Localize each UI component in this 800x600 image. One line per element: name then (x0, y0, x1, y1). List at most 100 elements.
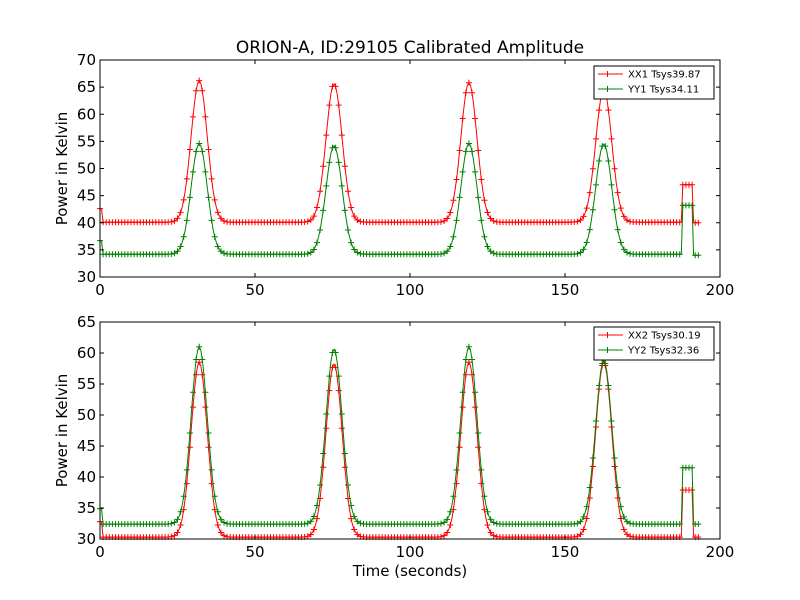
data-point (354, 531, 361, 538)
data-point (307, 249, 314, 256)
data-point (221, 217, 227, 224)
legend-entry: YY1 Tsys34.11 (598, 85, 699, 96)
data-point (186, 146, 193, 153)
data-point (345, 226, 351, 233)
data-point (174, 248, 181, 255)
data-point (475, 147, 482, 154)
data-point (676, 521, 683, 528)
data-point (357, 533, 364, 540)
data-point (341, 163, 348, 170)
data-point (614, 484, 621, 491)
data-point (487, 516, 494, 523)
y-axis-label: Power in Kelvin (53, 112, 71, 226)
y-tick-label: 30 (77, 530, 96, 548)
data-point (617, 515, 624, 522)
data-point (341, 464, 348, 471)
data-point (593, 135, 599, 142)
data-point (326, 102, 333, 109)
data-point (211, 493, 218, 500)
data-point (357, 520, 364, 527)
data-point (695, 521, 702, 528)
data-point (338, 425, 345, 432)
data-point (348, 502, 355, 509)
data-point (593, 418, 599, 425)
data-point (174, 215, 181, 222)
x-tick-label: 200 (706, 281, 735, 299)
y-tick-label: 65 (77, 313, 96, 331)
data-point (335, 102, 342, 109)
data-point (577, 518, 584, 525)
data-point (190, 404, 196, 411)
data-point (447, 209, 454, 216)
data-point (605, 107, 612, 114)
data-point (307, 217, 314, 224)
data-point (586, 495, 593, 502)
data-point (317, 226, 324, 233)
data-point (348, 515, 355, 522)
data-point (211, 506, 218, 513)
data-point (695, 219, 702, 226)
data-point (441, 250, 448, 257)
data-point (624, 249, 630, 256)
data-point (574, 520, 581, 527)
legend-marker (604, 86, 611, 92)
data-point (341, 450, 348, 457)
data-point (450, 197, 457, 204)
data-point (444, 516, 451, 523)
data-point (608, 181, 615, 188)
data-point (465, 343, 472, 350)
data-point (481, 493, 488, 500)
x-tick-label: 50 (245, 543, 264, 561)
data-point (465, 79, 472, 86)
data-point (310, 513, 317, 520)
data-point (190, 113, 196, 120)
data-point (183, 480, 190, 487)
data-point (620, 526, 627, 533)
legend-label: YY2 Tsys32.36 (627, 346, 699, 357)
data-point (593, 181, 599, 188)
data-point (611, 463, 618, 470)
data-point (444, 248, 451, 255)
data-point (307, 531, 314, 538)
data-point (217, 516, 224, 523)
data-point (490, 519, 497, 526)
data-point (320, 464, 327, 471)
data-point (676, 251, 683, 258)
data-point (456, 194, 463, 201)
data-point (317, 188, 324, 195)
data-point (186, 429, 193, 436)
data-point (472, 404, 479, 411)
data-point (441, 217, 448, 224)
data-point (180, 493, 187, 500)
data-point (469, 89, 475, 96)
data-point (456, 147, 463, 154)
data-point (335, 159, 342, 166)
data-point (307, 518, 314, 525)
data-point (481, 506, 488, 513)
data-point (202, 113, 209, 120)
data-point (580, 246, 587, 253)
data-point (444, 215, 451, 222)
x-tick-label: 50 (245, 281, 264, 299)
data-point (214, 521, 221, 528)
data-point (338, 182, 345, 189)
data-point (354, 518, 361, 525)
data-point (608, 418, 615, 425)
data-point (490, 217, 497, 224)
data-point (617, 239, 624, 246)
data-point (217, 215, 224, 222)
data-point (614, 189, 621, 196)
data-point (583, 239, 590, 246)
data-point (351, 213, 358, 220)
x-tick-label: 100 (396, 281, 425, 299)
y-tick-label: 55 (77, 132, 96, 150)
y-tick-label: 55 (77, 375, 96, 393)
data-point (326, 373, 333, 380)
data-point (345, 188, 351, 195)
data-point (484, 508, 491, 515)
series-markers (97, 343, 702, 528)
ticks-layer: 0 50 100 150 200 30 35 40 45 50 55 60 65 70 (77, 51, 734, 299)
data-point (217, 248, 224, 255)
data-point (441, 519, 448, 526)
